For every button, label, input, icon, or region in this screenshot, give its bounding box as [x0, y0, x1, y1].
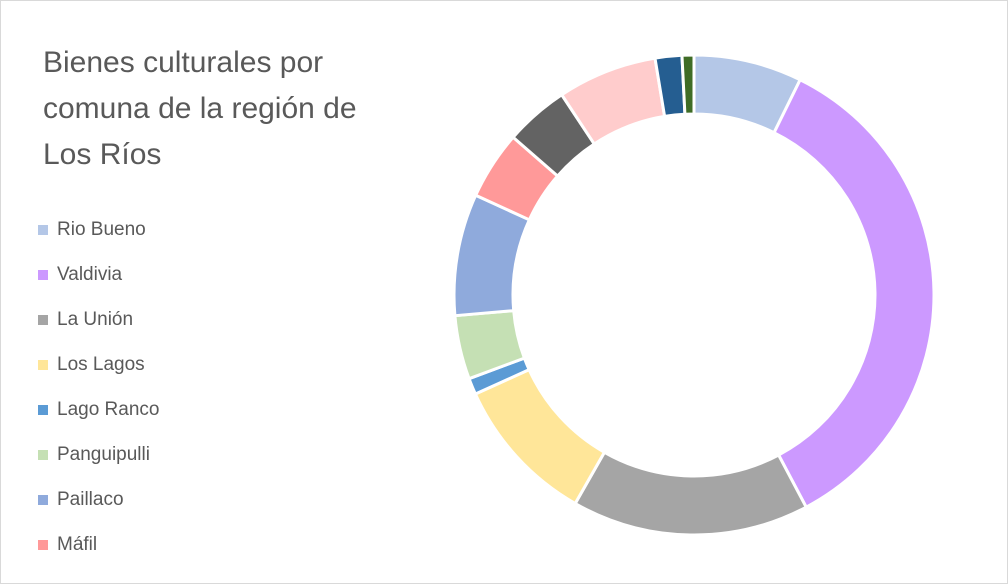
legend-label: Valdivia	[57, 263, 123, 285]
legend-swatch	[38, 224, 48, 235]
legend-swatch	[38, 494, 48, 505]
legend-item: La Unión	[38, 297, 159, 342]
legend-swatch	[38, 404, 48, 415]
legend-label: Paillaco	[57, 488, 124, 510]
legend-item: Panguipulli	[38, 432, 159, 477]
legend-swatch	[38, 359, 48, 370]
legend-item: Valdivia	[38, 252, 159, 297]
legend-swatch	[38, 449, 48, 460]
legend-item: Lago Ranco	[38, 387, 159, 432]
donut-segment	[772, 77, 936, 510]
legend-swatch	[38, 539, 48, 550]
chart-title: Bienes culturales por comuna de la regió…	[43, 46, 357, 171]
legend-item: Rio Bueno	[38, 207, 159, 252]
legend-item: Los Lagos	[38, 342, 159, 387]
legend-label: Rio Bueno	[57, 218, 146, 240]
donut-segment	[573, 450, 809, 537]
legend-label: La Unión	[57, 308, 134, 330]
legend-label: Máfil	[57, 533, 98, 555]
legend-swatch	[38, 269, 48, 280]
legend-label: Los Lagos	[57, 353, 145, 375]
legend-item: Paillaco	[38, 477, 159, 522]
legend-label: Lago Ranco	[57, 398, 160, 420]
donut-segment	[680, 53, 696, 116]
legend-item: Máfil	[38, 522, 159, 567]
donut-segment	[473, 367, 607, 506]
legend: Rio Bueno Valdivia La Unión Los Lagos Lago R…	[38, 207, 159, 567]
legend-label: Panguipulli	[57, 443, 150, 465]
legend-swatch	[38, 314, 48, 325]
